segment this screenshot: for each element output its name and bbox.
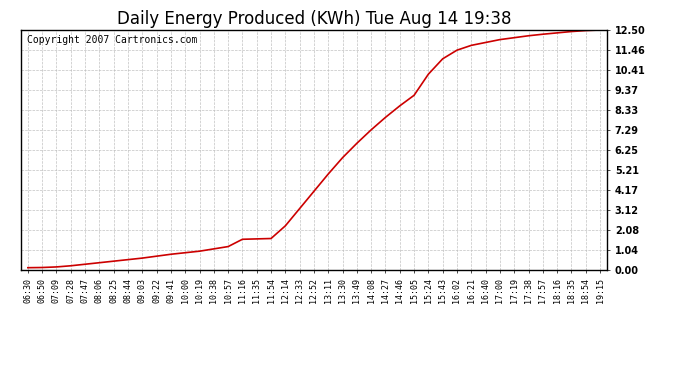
Title: Daily Energy Produced (KWh) Tue Aug 14 19:38: Daily Energy Produced (KWh) Tue Aug 14 1…	[117, 10, 511, 28]
Text: Copyright 2007 Cartronics.com: Copyright 2007 Cartronics.com	[26, 35, 197, 45]
